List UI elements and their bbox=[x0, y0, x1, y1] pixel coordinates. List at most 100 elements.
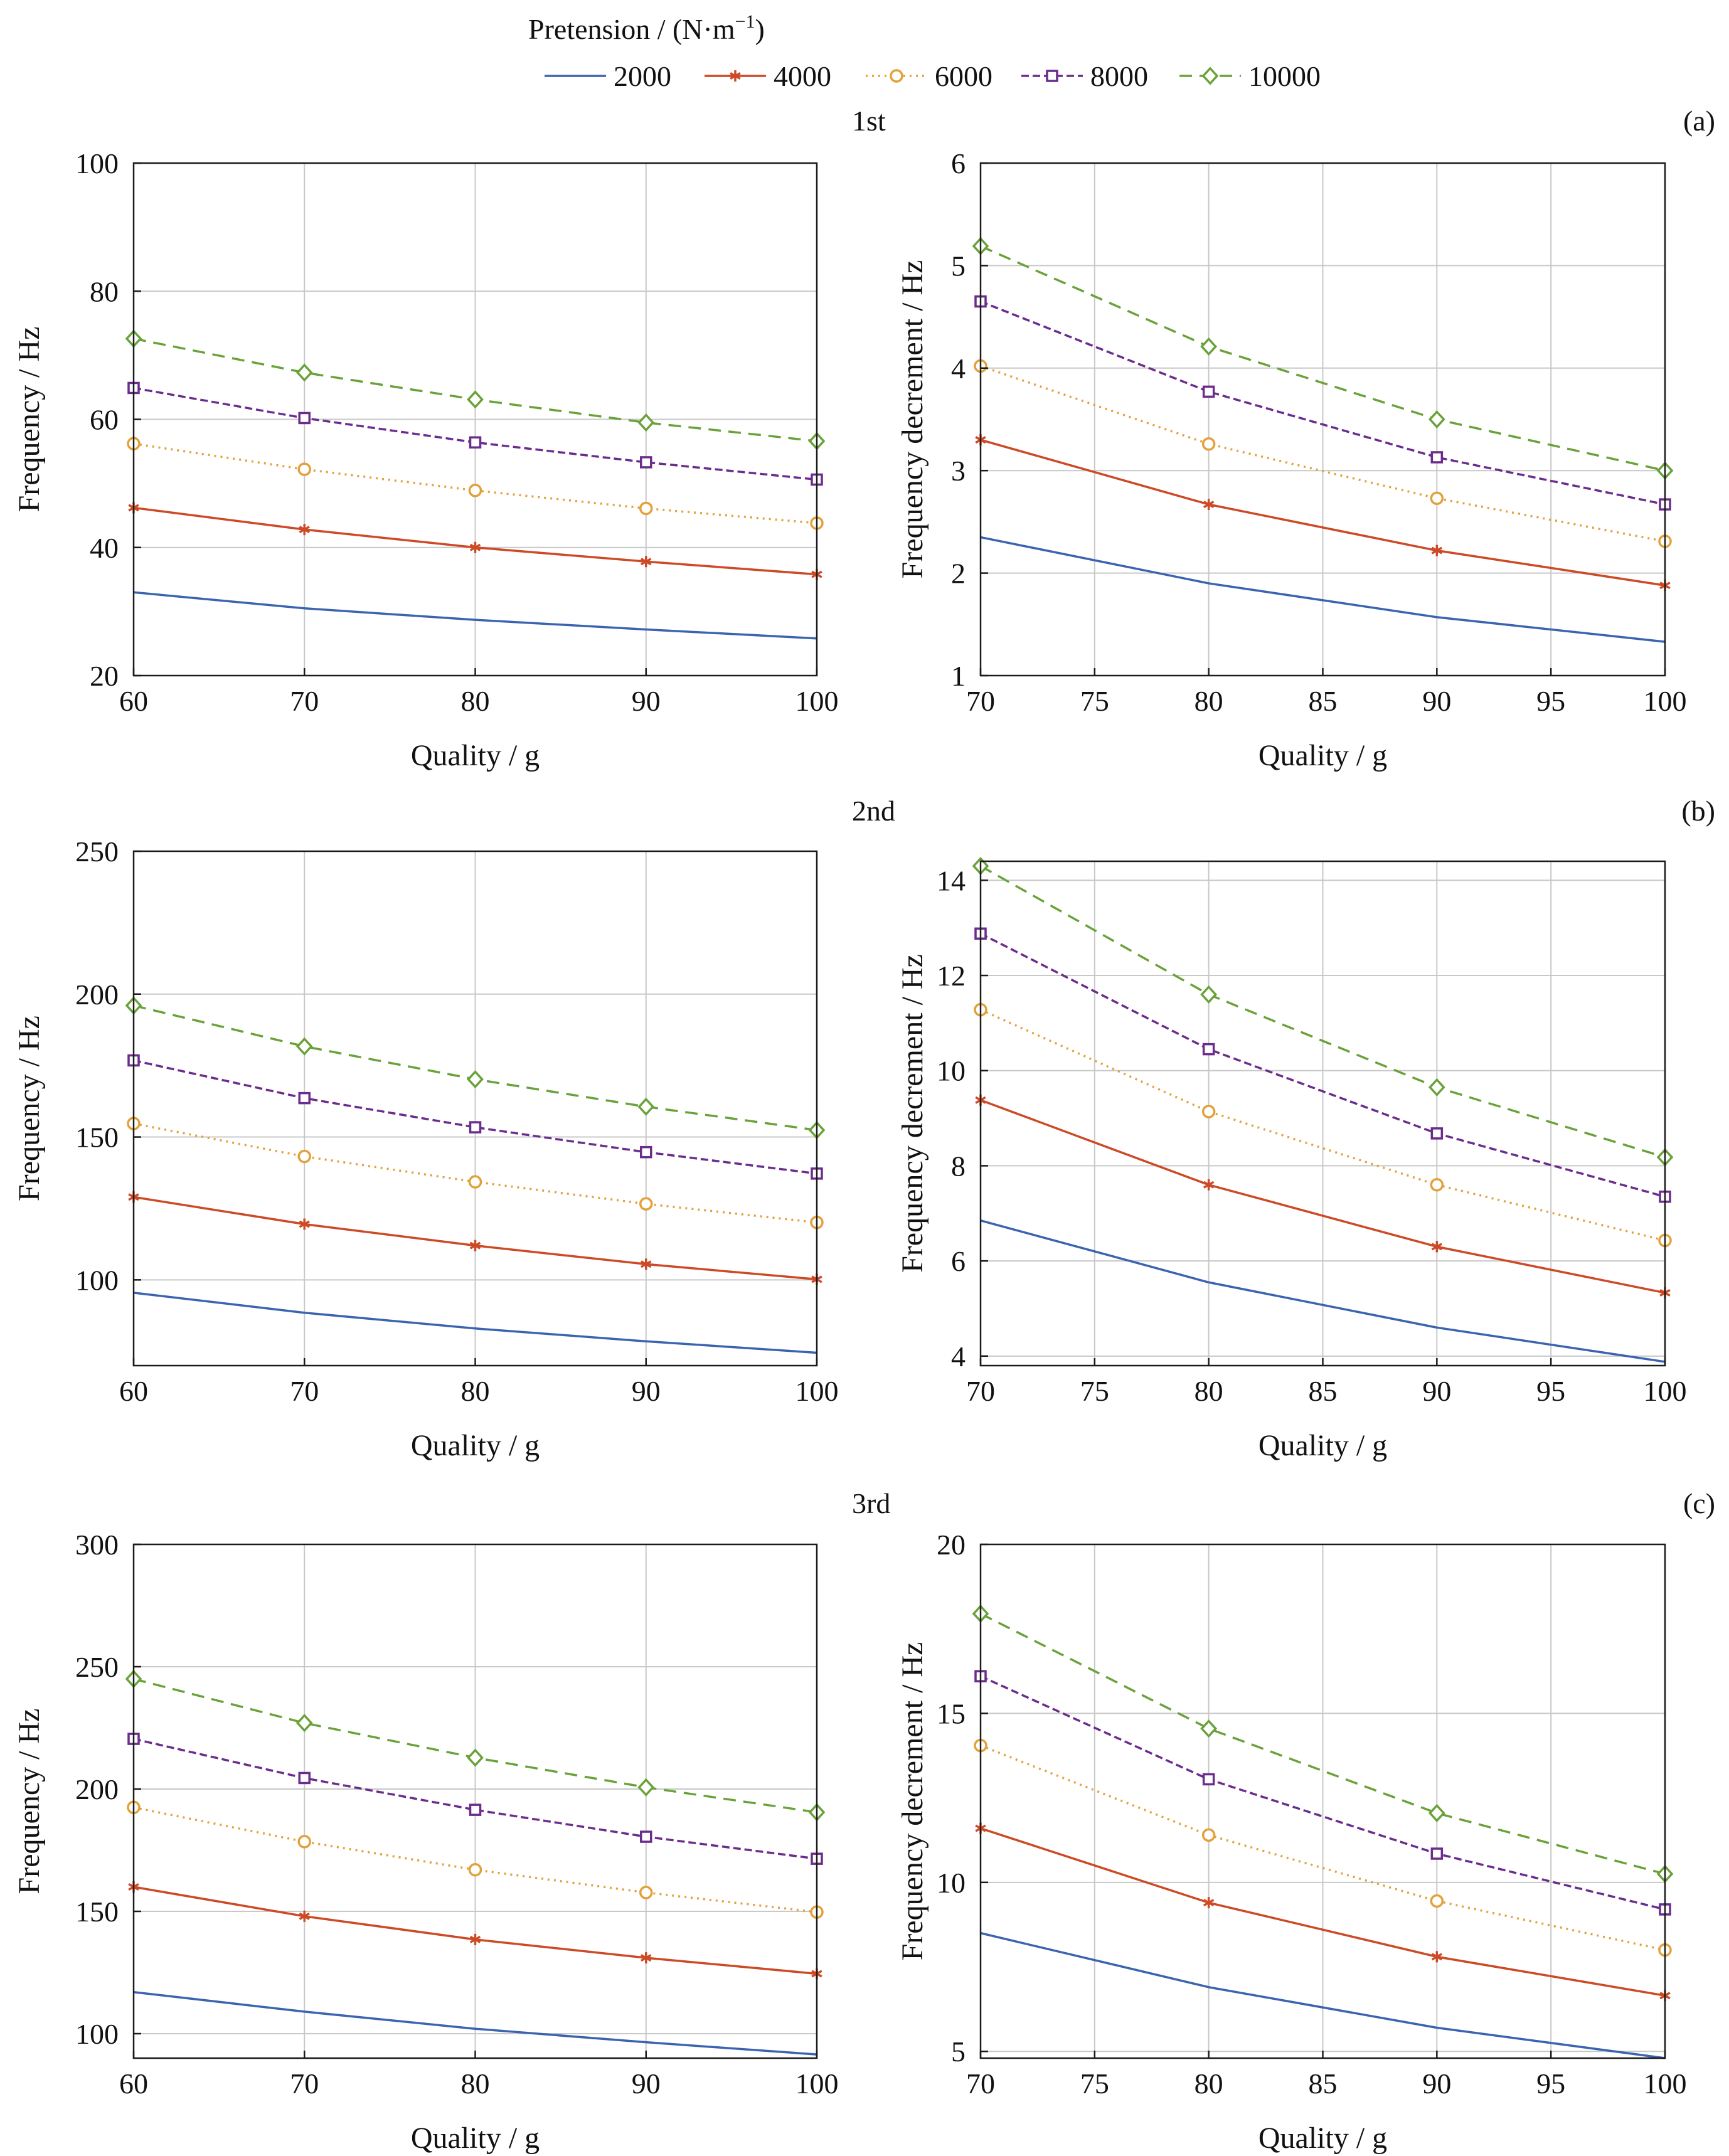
point-c-left-8000-80 bbox=[469, 1803, 482, 1816]
ticks-b-right: 70 75 80 85 90 95 100 4 6 8 10 12 14 bbox=[937, 864, 1687, 1407]
line-b-right-2000 bbox=[980, 1219, 1666, 1363]
xtick-label-75: 75 bbox=[1080, 2068, 1109, 2100]
ytick-label-100: 100 bbox=[75, 147, 119, 179]
xlabel-b-right: Quality / g bbox=[1258, 1429, 1387, 1462]
xtick-label-80: 80 bbox=[461, 685, 490, 717]
legend-title-text: Pretension / (N·m bbox=[528, 13, 735, 45]
legend: Pretension / (N·m−1) 2000 4000 6000 8000 100… bbox=[528, 11, 1321, 92]
point-a-left-10000-90 bbox=[637, 413, 655, 432]
point-c-left-6000-80 bbox=[468, 1862, 482, 1877]
point-a-left-4000-90 bbox=[641, 556, 652, 568]
point-b-left-8000-80 bbox=[469, 1121, 482, 1134]
point-b-left-4000-90 bbox=[641, 1258, 652, 1270]
legend-entry-8000: 8000 bbox=[1021, 60, 1148, 92]
point-c-right-10000-80 bbox=[1200, 1719, 1218, 1738]
xtick-label-95: 95 bbox=[1536, 685, 1565, 717]
xtick-label-70: 70 bbox=[290, 685, 319, 717]
legend-title-close: ) bbox=[755, 13, 765, 45]
panel-a-left: 60 70 80 90 100 20 40 60 80 100 Quality / g Frequen… bbox=[13, 147, 839, 772]
point-b-left-10000-80 bbox=[467, 1070, 484, 1089]
row-tag-3: (c) bbox=[1683, 1487, 1715, 1519]
xtick-label-90: 90 bbox=[632, 685, 661, 717]
ticks-a-right: 70 75 80 85 90 95 100 1 2 3 4 5 6 bbox=[951, 147, 1687, 717]
xtick-label-75: 75 bbox=[1080, 1375, 1109, 1407]
ylabel-b-left: Frequency / Hz bbox=[13, 1016, 46, 1201]
point-c-left-10000-80 bbox=[467, 1748, 484, 1767]
legend-title-sup: −1 bbox=[735, 11, 755, 32]
ytick-label-250: 250 bbox=[75, 836, 119, 868]
xtick-label-90: 90 bbox=[1422, 2068, 1451, 2100]
ytick-label-40: 40 bbox=[90, 532, 119, 564]
point-c-right-10000-90 bbox=[1428, 1803, 1445, 1822]
line-a-right-8000 bbox=[980, 300, 1666, 506]
xtick-label-70: 70 bbox=[290, 1375, 319, 1407]
line-b-left-8000 bbox=[133, 1059, 817, 1175]
legend-marker-6000 bbox=[890, 69, 903, 83]
xlabel-b-left: Quality / g bbox=[411, 1429, 540, 1462]
ytick-label-6: 6 bbox=[951, 1245, 966, 1277]
ytick-label-100: 100 bbox=[75, 1264, 119, 1296]
point-c-right-6000-90 bbox=[1430, 1894, 1444, 1908]
point-a-left-4000-70 bbox=[299, 524, 310, 536]
line-b-right-10000 bbox=[980, 865, 1666, 1159]
ylabel-b-right: Frequency decrement / Hz bbox=[896, 954, 929, 1273]
point-c-left-4000-90 bbox=[641, 1952, 652, 1964]
point-b-left-4000-80 bbox=[469, 1240, 481, 1251]
xtick-label-85: 85 bbox=[1309, 685, 1338, 717]
xtick-label-95: 95 bbox=[1536, 2068, 1565, 2100]
point-a-right-10000-90 bbox=[1428, 410, 1445, 429]
point-c-left-10000-70 bbox=[295, 1714, 313, 1733]
point-b-left-8000-90 bbox=[640, 1145, 652, 1159]
ticks-a-left: 60 70 80 90 100 20 40 60 80 100 bbox=[75, 147, 839, 717]
xtick-label-70: 70 bbox=[966, 685, 995, 717]
ytick-label-20: 20 bbox=[90, 660, 119, 692]
grid-b-left bbox=[134, 851, 817, 1366]
ytick-label-3: 3 bbox=[951, 455, 966, 487]
legend-entries: 2000 4000 6000 8000 10000 bbox=[545, 60, 1321, 92]
legend-label-8000: 8000 bbox=[1090, 60, 1148, 92]
panel-b-right: 70 75 80 85 90 95 100 4 6 8 10 12 14 Quality / g Frequ… bbox=[896, 856, 1687, 1462]
point-b-left-6000-80 bbox=[468, 1175, 482, 1189]
point-b-right-8000-80 bbox=[1202, 1043, 1215, 1056]
ytick-label-4: 4 bbox=[951, 1341, 966, 1373]
panel-a-right: 70 75 80 85 90 95 100 1 2 3 4 5 6 Quality / g Frequenc… bbox=[896, 147, 1687, 772]
point-b-left-6000-90 bbox=[639, 1197, 653, 1211]
xtick-label-70: 70 bbox=[290, 2068, 319, 2100]
xtick-label-100: 100 bbox=[795, 685, 839, 717]
row-title-1: 1st bbox=[852, 105, 886, 137]
series-a-right bbox=[972, 236, 1674, 643]
point-b-left-4000-70 bbox=[299, 1218, 310, 1230]
xtick-label-90: 90 bbox=[632, 2068, 661, 2100]
row-title-2: 2nd bbox=[852, 795, 895, 827]
point-a-left-8000-90 bbox=[640, 456, 652, 469]
point-c-right-8000-80 bbox=[1202, 1773, 1215, 1786]
xtick-label-60: 60 bbox=[119, 685, 148, 717]
point-a-left-6000-80 bbox=[468, 484, 482, 497]
panel-b-left: 60 70 80 90 100 100 150 200 250 Quality / g Freque… bbox=[13, 836, 839, 1462]
ylabel-c-left: Frequency / Hz bbox=[13, 1709, 46, 1894]
point-c-left-6000-90 bbox=[639, 1886, 653, 1899]
ytick-label-20: 20 bbox=[937, 1529, 966, 1561]
series-c-left bbox=[125, 1669, 826, 2056]
xtick-label-80: 80 bbox=[461, 2068, 490, 2100]
ytick-label-200: 200 bbox=[75, 1773, 119, 1805]
xtick-label-90: 90 bbox=[1422, 685, 1451, 717]
xtick-label-70: 70 bbox=[966, 2068, 995, 2100]
point-c-left-4000-80 bbox=[469, 1933, 481, 1945]
xtick-label-100: 100 bbox=[795, 1375, 839, 1407]
point-a-left-10000-70 bbox=[295, 363, 313, 382]
xtick-label-95: 95 bbox=[1536, 1375, 1565, 1407]
ytick-label-100: 100 bbox=[75, 2018, 119, 2050]
point-c-right-4000-90 bbox=[1431, 1951, 1443, 1963]
xtick-label-90: 90 bbox=[632, 1375, 661, 1407]
ytick-label-150: 150 bbox=[75, 1896, 119, 1928]
grid-b-right bbox=[981, 861, 1665, 1366]
ytick-label-4: 4 bbox=[951, 353, 966, 385]
ytick-label-80: 80 bbox=[90, 275, 119, 307]
grid-c-right bbox=[981, 1544, 1665, 2058]
ticks-c-left: 60 70 80 90 100 100 150 200 250 300 bbox=[75, 1529, 839, 2100]
grid-a-right bbox=[981, 163, 1665, 676]
legend-marker-10000 bbox=[1201, 66, 1219, 85]
point-c-right-6000-80 bbox=[1201, 1828, 1216, 1842]
